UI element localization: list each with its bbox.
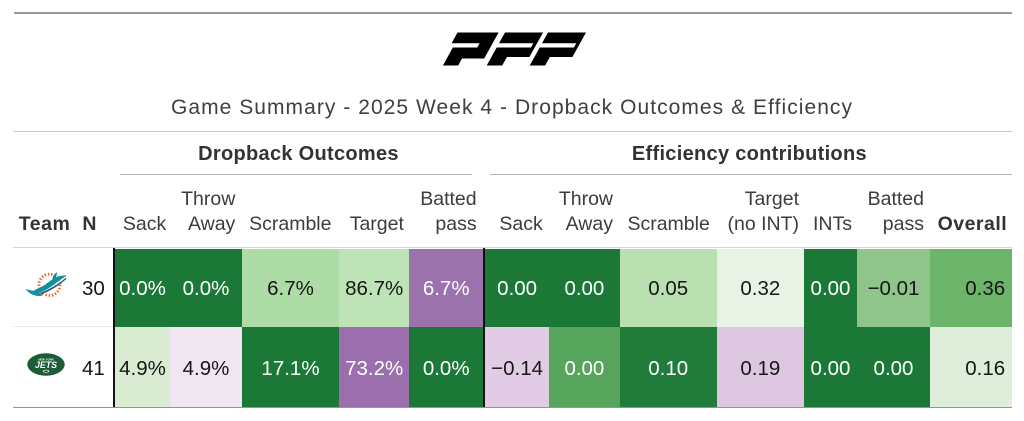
- svg-text:JETS: JETS: [35, 360, 57, 370]
- svg-text:NEW YORK: NEW YORK: [38, 358, 54, 362]
